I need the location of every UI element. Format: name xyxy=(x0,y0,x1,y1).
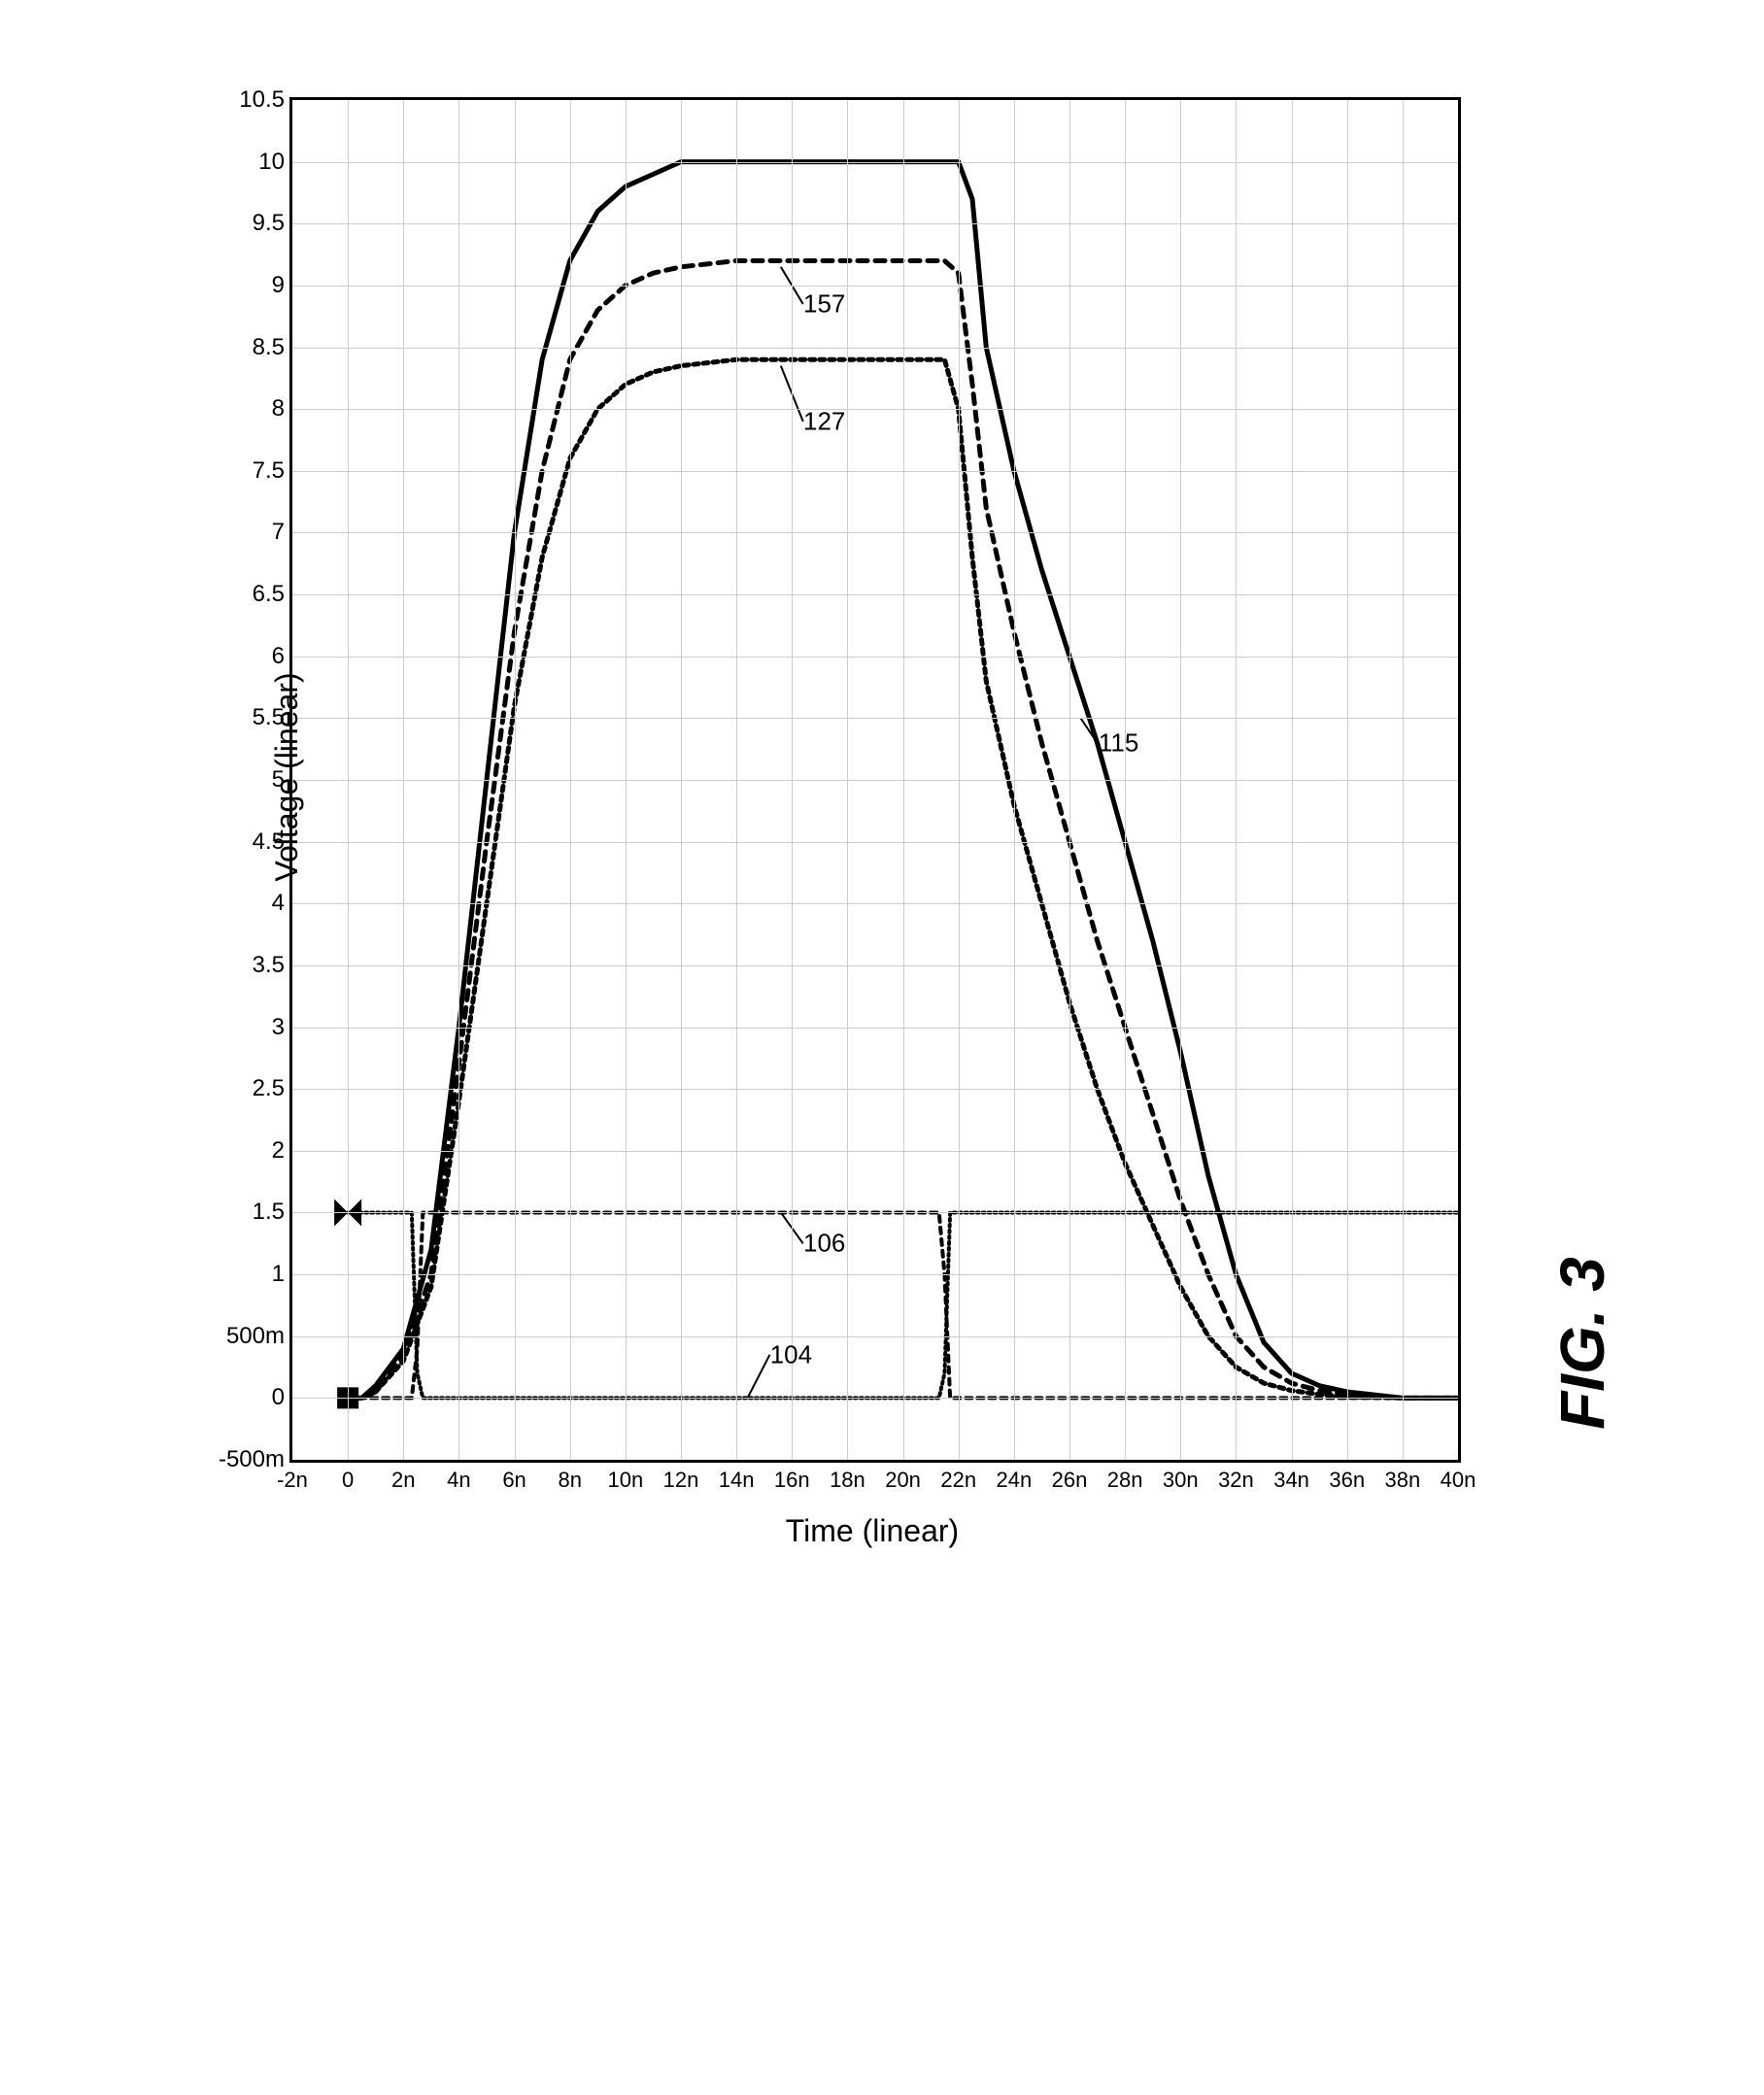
x-tick-label: 24n xyxy=(996,1468,1032,1493)
gridline-horizontal xyxy=(292,1089,1458,1090)
figure-label: FIG. 3 xyxy=(1546,1257,1618,1430)
gridline-horizontal xyxy=(292,1398,1458,1399)
y-tick-label: 10.5 xyxy=(239,86,285,114)
x-tick-label: 8n xyxy=(558,1468,581,1493)
gridline-horizontal xyxy=(292,1028,1458,1029)
gridline-horizontal xyxy=(292,1212,1458,1213)
gridline-horizontal xyxy=(292,471,1458,472)
gridline-horizontal xyxy=(292,1274,1458,1275)
gridline-vertical xyxy=(792,100,793,1460)
gridline-vertical xyxy=(736,100,737,1460)
y-tick-label: 0 xyxy=(272,1384,285,1411)
y-tick-label: 8.5 xyxy=(253,334,285,361)
gridline-vertical xyxy=(1347,100,1348,1460)
x-tick-label: 16n xyxy=(774,1468,810,1493)
gridline-horizontal xyxy=(292,657,1458,658)
x-tick-label: -2n xyxy=(277,1468,308,1493)
series-label-115: 115 xyxy=(1099,727,1138,758)
y-tick-label: 3.5 xyxy=(253,952,285,979)
x-tick-label: 18n xyxy=(830,1468,865,1493)
gridline-vertical xyxy=(1014,100,1015,1460)
x-tick-label: 34n xyxy=(1273,1468,1309,1493)
series-label-127: 127 xyxy=(803,406,845,436)
gridline-horizontal xyxy=(292,1336,1458,1337)
gridline-horizontal xyxy=(292,348,1458,349)
x-tick-label: 38n xyxy=(1384,1468,1420,1493)
x-tick-label: 2n xyxy=(391,1468,415,1493)
y-tick-label: 3 xyxy=(272,1014,285,1041)
chart-box: -500m0500m11.522.533.544.555.566.577.588… xyxy=(289,97,1455,1457)
gridline-horizontal xyxy=(292,162,1458,163)
gridline-horizontal xyxy=(292,718,1458,719)
gridline-vertical xyxy=(403,100,404,1460)
gridline-vertical xyxy=(515,100,516,1460)
x-tick-label: 22n xyxy=(940,1468,976,1493)
x-tick-label: 14n xyxy=(719,1468,755,1493)
gridline-horizontal xyxy=(292,223,1458,224)
x-tick-label: 30n xyxy=(1163,1468,1199,1493)
series-label-104: 104 xyxy=(770,1339,812,1369)
gridline-vertical xyxy=(458,100,459,1460)
gridline-horizontal xyxy=(292,1151,1458,1152)
gridline-horizontal xyxy=(292,594,1458,595)
x-tick-label: 36n xyxy=(1329,1468,1365,1493)
y-tick-label: 8 xyxy=(272,395,285,422)
x-tick-label: 20n xyxy=(885,1468,921,1493)
x-tick-label: 0 xyxy=(342,1468,354,1493)
series-label-106: 106 xyxy=(803,1229,845,1259)
gridline-vertical xyxy=(1069,100,1070,1460)
gridline-vertical xyxy=(903,100,904,1460)
y-axis-label: Voltage (linear) xyxy=(269,672,305,881)
gridline-vertical xyxy=(681,100,682,1460)
y-tick-label: 1.5 xyxy=(253,1199,285,1226)
gridline-horizontal xyxy=(292,532,1458,533)
y-tick-label: 4 xyxy=(272,890,285,917)
gridline-horizontal xyxy=(292,842,1458,843)
gridline-horizontal xyxy=(292,780,1458,781)
y-tick-label: -500m xyxy=(219,1446,285,1473)
x-tick-label: 40n xyxy=(1441,1468,1476,1493)
plot-area: -500m0500m11.522.533.544.555.566.577.588… xyxy=(289,97,1461,1463)
gridline-vertical xyxy=(1236,100,1237,1460)
gridline-vertical xyxy=(959,100,960,1460)
gridline-vertical xyxy=(1403,100,1404,1460)
gridline-vertical xyxy=(1292,100,1293,1460)
gridline-vertical xyxy=(847,100,848,1460)
gridline-horizontal xyxy=(292,965,1458,966)
x-tick-label: 12n xyxy=(663,1468,699,1493)
x-tick-label: 6n xyxy=(502,1468,526,1493)
x-tick-label: 26n xyxy=(1052,1468,1088,1493)
gridline-vertical xyxy=(1125,100,1126,1460)
gridline-vertical xyxy=(348,100,349,1460)
y-tick-label: 2.5 xyxy=(253,1075,285,1102)
gridline-horizontal xyxy=(292,903,1458,904)
gridline-vertical xyxy=(626,100,627,1460)
y-tick-label: 9.5 xyxy=(253,210,285,237)
y-tick-label: 6 xyxy=(272,643,285,670)
y-tick-label: 1 xyxy=(272,1261,285,1288)
y-tick-label: 7 xyxy=(272,519,285,546)
series-label-157: 157 xyxy=(803,289,845,320)
x-tick-label: 32n xyxy=(1218,1468,1254,1493)
y-tick-label: 2 xyxy=(272,1137,285,1165)
gridline-horizontal xyxy=(292,409,1458,410)
gridline-vertical xyxy=(1180,100,1181,1460)
x-axis-label: Time (linear) xyxy=(786,1513,959,1549)
y-tick-label: 500m xyxy=(226,1323,285,1350)
x-tick-label: 10n xyxy=(607,1468,643,1493)
y-tick-label: 10 xyxy=(258,149,285,176)
gridline-horizontal xyxy=(292,286,1458,287)
x-tick-label: 4n xyxy=(447,1468,470,1493)
x-tick-label: 28n xyxy=(1107,1468,1143,1493)
label-leader xyxy=(748,1355,770,1399)
y-tick-label: 9 xyxy=(272,272,285,299)
y-tick-label: 7.5 xyxy=(253,457,285,485)
figure-container: -500m0500m11.522.533.544.555.566.577.588… xyxy=(153,97,1611,1457)
gridline-vertical xyxy=(570,100,571,1460)
y-tick-label: 6.5 xyxy=(253,581,285,608)
